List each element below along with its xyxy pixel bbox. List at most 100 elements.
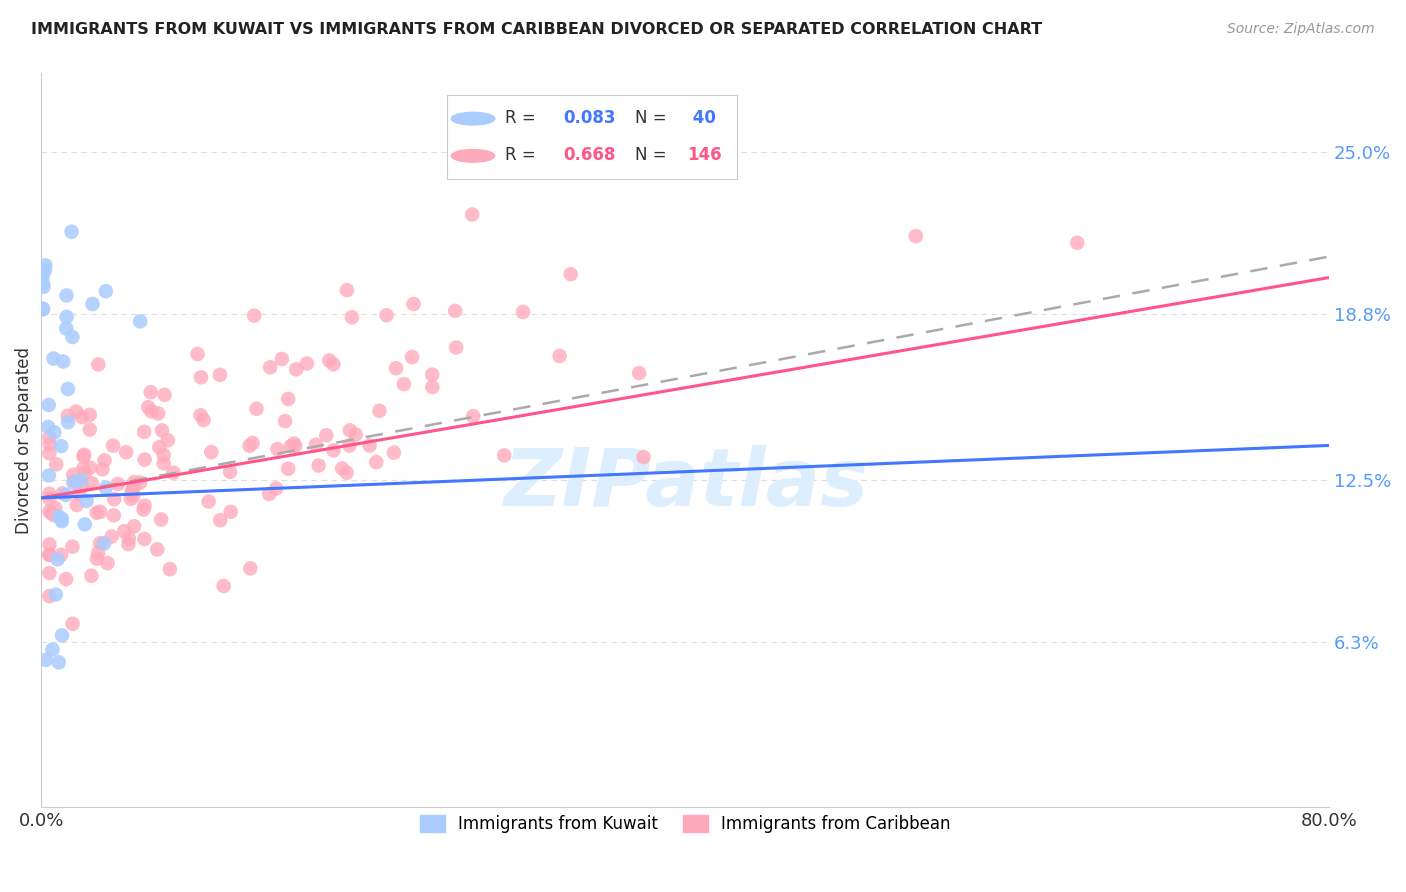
- Point: [512, 305, 534, 319]
- Point: [239, 561, 262, 575]
- Point: [79, 408, 101, 422]
- Point: [190, 409, 212, 423]
- Point: [242, 436, 264, 450]
- Point: [56, 409, 79, 423]
- Point: [159, 562, 181, 576]
- Point: [55, 310, 77, 324]
- Point: [283, 436, 305, 450]
- Point: [266, 442, 288, 456]
- Point: [305, 438, 328, 452]
- Point: [422, 380, 444, 394]
- Point: [340, 310, 363, 325]
- Point: [79, 460, 101, 475]
- Point: [38, 468, 60, 483]
- Point: [190, 370, 212, 384]
- Point: [44, 425, 66, 440]
- Point: [72, 450, 94, 464]
- Point: [55, 488, 77, 502]
- Point: [46, 552, 69, 566]
- Point: [51, 486, 73, 500]
- Point: [322, 443, 344, 458]
- Point: [132, 502, 155, 516]
- Point: [366, 455, 388, 469]
- Point: [62, 475, 84, 490]
- Point: [38, 548, 60, 562]
- Point: [150, 512, 173, 526]
- Point: [56, 415, 79, 429]
- Point: [270, 351, 292, 366]
- Legend: Immigrants from Kuwait, Immigrants from Caribbean: Immigrants from Kuwait, Immigrants from …: [413, 808, 957, 839]
- Point: [86, 551, 108, 566]
- Point: [60, 225, 83, 239]
- Point: [402, 297, 425, 311]
- Point: [35, 653, 58, 667]
- Point: [134, 532, 156, 546]
- Point: [139, 385, 162, 400]
- Point: [79, 423, 101, 437]
- Point: [129, 475, 152, 490]
- Point: [37, 420, 59, 434]
- Point: [330, 461, 353, 475]
- Point: [336, 466, 359, 480]
- Point: [89, 536, 111, 550]
- Point: [463, 409, 485, 424]
- Point: [80, 476, 103, 491]
- Point: [41, 507, 63, 521]
- Point: [96, 556, 118, 570]
- Point: [209, 513, 232, 527]
- Point: [274, 414, 297, 428]
- Point: [38, 589, 60, 603]
- Point: [308, 458, 330, 473]
- Point: [45, 588, 67, 602]
- Point: [359, 438, 381, 452]
- Point: [148, 440, 170, 454]
- Point: [112, 524, 135, 538]
- Point: [38, 487, 60, 501]
- Point: [51, 439, 73, 453]
- Text: IMMIGRANTS FROM KUWAIT VS IMMIGRANTS FROM CARIBBEAN DIVORCED OR SEPARATED CORREL: IMMIGRANTS FROM KUWAIT VS IMMIGRANTS FRO…: [31, 22, 1042, 37]
- Point: [73, 517, 96, 532]
- Point: [38, 537, 60, 551]
- Point: [322, 357, 344, 371]
- Point: [62, 467, 84, 482]
- Point: [51, 628, 73, 642]
- Point: [55, 572, 77, 586]
- Point: [80, 568, 103, 582]
- Point: [32, 280, 55, 294]
- Point: [494, 449, 516, 463]
- Point: [315, 428, 337, 442]
- Point: [82, 297, 104, 311]
- Point: [38, 504, 60, 518]
- Point: [461, 207, 484, 221]
- Point: [65, 404, 87, 418]
- Point: [277, 461, 299, 475]
- Point: [44, 500, 66, 515]
- Point: [73, 448, 96, 462]
- Point: [200, 445, 222, 459]
- Point: [62, 330, 84, 344]
- Point: [94, 284, 117, 298]
- Point: [284, 439, 307, 453]
- Y-axis label: Divorced or Separated: Divorced or Separated: [15, 347, 32, 533]
- Point: [122, 475, 145, 489]
- Point: [87, 357, 110, 371]
- Point: [70, 410, 93, 425]
- Point: [42, 351, 65, 366]
- Point: [87, 546, 110, 560]
- Point: [118, 532, 141, 546]
- Point: [38, 398, 60, 412]
- Point: [344, 427, 367, 442]
- Point: [153, 388, 176, 402]
- Point: [32, 301, 55, 316]
- Point: [444, 304, 467, 318]
- Point: [245, 401, 267, 416]
- Point: [277, 392, 299, 406]
- Point: [117, 537, 139, 551]
- Point: [38, 548, 60, 562]
- Point: [51, 512, 73, 526]
- Point: [122, 519, 145, 533]
- Point: [212, 579, 235, 593]
- Point: [41, 642, 63, 657]
- Point: [32, 277, 55, 291]
- Point: [318, 353, 340, 368]
